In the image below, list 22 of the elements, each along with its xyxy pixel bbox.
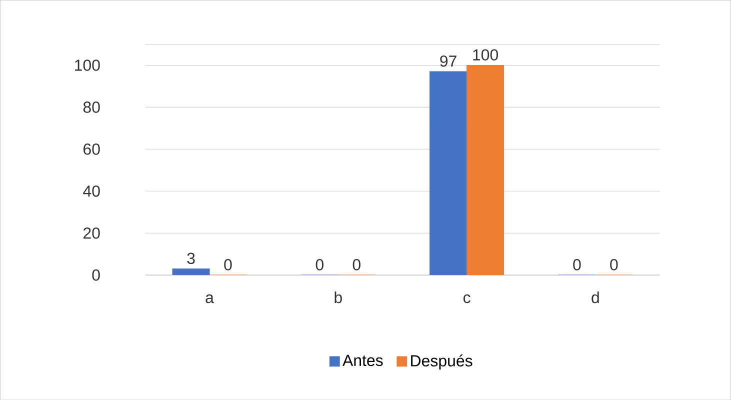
x-tick-label: d (592, 291, 599, 304)
data-label: 0 (316, 258, 324, 270)
data-label: 0 (352, 258, 360, 270)
y-tick-label: 80 (83, 101, 100, 113)
data-label: 0 (573, 258, 581, 270)
legend-label: Después (411, 354, 472, 370)
y-tick-label: 40 (83, 185, 100, 197)
x-tick-label: a (206, 294, 214, 304)
data-label: 3 (187, 252, 195, 264)
y-tick-label: 0 (92, 269, 100, 281)
data-label: 100 (473, 49, 498, 60)
y-tick-label: 100 (75, 59, 100, 71)
y-tick-label: 20 (84, 227, 100, 239)
y-tick-label: 60 (84, 143, 100, 155)
data-label: 97 (440, 55, 456, 67)
legend-label: Antes (342, 354, 383, 366)
bar (430, 71, 468, 275)
bar (172, 268, 210, 275)
x-tick-label: b (334, 291, 342, 304)
data-label: 0 (224, 258, 232, 270)
x-tick-label: c (463, 294, 470, 304)
data-label: 0 (610, 258, 618, 270)
